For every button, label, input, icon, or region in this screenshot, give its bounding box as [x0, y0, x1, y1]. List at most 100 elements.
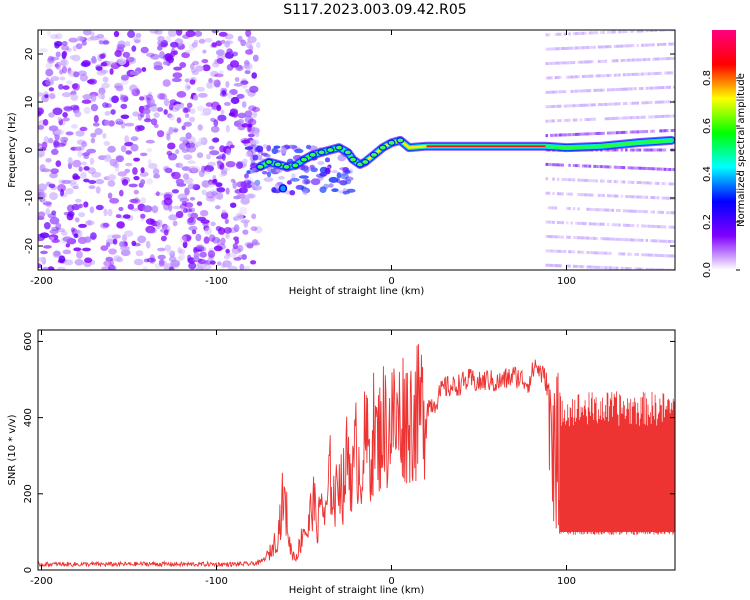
comb-line-segment [550, 220, 553, 224]
comb-line-segment [663, 196, 667, 200]
comb-line-segment [636, 267, 639, 270]
comb-line-segment [602, 251, 605, 255]
noise-blob [166, 249, 176, 255]
noise-blob [198, 38, 206, 44]
noise-blob [244, 177, 254, 184]
noise-blob [156, 107, 164, 112]
noise-blob [45, 68, 54, 77]
noise-blob [50, 34, 59, 40]
noise-blob [123, 96, 129, 102]
comb-line-segment [552, 119, 555, 123]
noise-blob [163, 229, 169, 236]
comb-line-segment [577, 132, 580, 136]
comb-line-segment [572, 75, 576, 79]
comb-line-segment [641, 210, 644, 213]
comb-line-segment [661, 148, 664, 152]
comb-line-segment [622, 102, 626, 106]
comb-line-segment [577, 250, 580, 254]
comb-line-segment [570, 178, 573, 182]
comb-line-segment [581, 60, 585, 64]
snr-band-line [559, 391, 675, 535]
comb-line-segment [629, 180, 633, 184]
comb-line-segment [602, 179, 605, 183]
noise-blob [212, 137, 220, 143]
noise-blob [109, 197, 120, 204]
comb-line-segment [663, 71, 667, 75]
noise-blob [247, 180, 252, 185]
noise-blob [247, 133, 255, 138]
noise-blob [178, 252, 185, 261]
noise-blob [204, 169, 211, 175]
noise-blob [263, 177, 274, 183]
comb-line-segment [650, 129, 653, 133]
comb-line-segment [554, 47, 558, 51]
comb-line-segment [606, 208, 610, 212]
noise-blob [70, 94, 79, 101]
noise-blob [90, 137, 96, 144]
comb-line-segment [611, 266, 614, 270]
comb-line-segment [668, 254, 671, 258]
comb-line-segment [616, 44, 619, 48]
colorbar-tick-label: 0.6 [702, 118, 713, 134]
comb-line-segment [613, 194, 617, 198]
noise-blob [164, 165, 171, 174]
comb-line-segment [627, 195, 630, 199]
noise-blob [207, 250, 216, 258]
comb-line-segment [591, 60, 594, 64]
comb-line-segment [654, 86, 658, 90]
noise-blob [234, 77, 240, 82]
noise-blob [189, 196, 196, 201]
noise-blob [79, 73, 88, 82]
noise-blob [120, 103, 128, 110]
comb-line-segment [636, 101, 639, 105]
comb-line-segment [654, 181, 658, 185]
noise-blob [183, 121, 192, 127]
comb-line-segment [550, 249, 553, 253]
noise-blob [71, 124, 78, 129]
comb-line-segment [666, 85, 669, 89]
comb-line-segment [586, 164, 589, 168]
comb-line-segment [602, 194, 605, 197]
comb-line-segment [611, 237, 614, 241]
noise-blob [231, 51, 238, 57]
comb-line-segment [604, 74, 608, 78]
noise-blob [146, 52, 155, 57]
noise-blob [178, 249, 186, 254]
comb-line-segment [552, 90, 555, 94]
comb-line-segment [668, 57, 671, 60]
comb-line-segment [559, 192, 562, 196]
comb-line-segment [643, 210, 646, 214]
noise-blob [241, 254, 247, 260]
noise-blob [72, 175, 81, 180]
noise-blob [232, 181, 237, 189]
noise-blob [130, 198, 141, 205]
comb-line-segment [647, 224, 651, 228]
noise-blob [117, 171, 128, 177]
comb-line-segment [559, 264, 562, 268]
comb-line-segment [659, 43, 662, 46]
comb-line-segment [609, 102, 612, 106]
noise-blob [219, 173, 225, 178]
comb-line-segment [606, 102, 610, 106]
comb-line-segment [650, 167, 653, 171]
comb-line-segment [645, 72, 649, 76]
noise-blob [82, 247, 91, 252]
noise-blob [235, 161, 244, 169]
noise-blob [157, 93, 166, 100]
comb-line-segment [657, 196, 660, 200]
comb-line-segment [638, 267, 642, 270]
comb-line-segment [559, 61, 562, 65]
comb-line-segment [636, 58, 639, 62]
noise-blob [55, 33, 63, 40]
comb-line-segment [613, 88, 617, 92]
noise-blob [224, 33, 234, 40]
noise-blob [121, 179, 129, 186]
ridge-blob [396, 137, 405, 144]
noise-blob [229, 144, 235, 149]
noise-blob [286, 180, 292, 185]
noise-blob [190, 165, 201, 173]
comb-line-segment [577, 75, 580, 79]
noise-blob [87, 167, 96, 175]
comb-line-segment [627, 44, 630, 48]
comb-line-segment [650, 148, 653, 152]
